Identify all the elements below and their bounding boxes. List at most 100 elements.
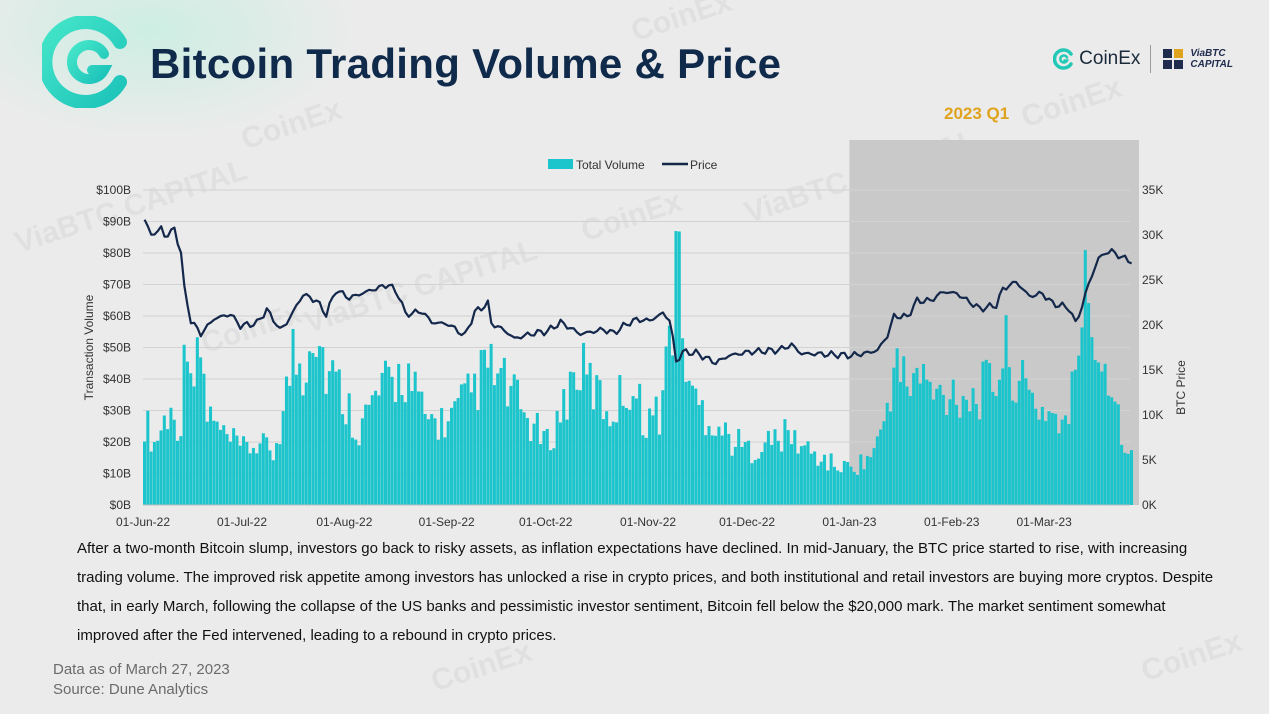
- volume-bar: [971, 388, 975, 505]
- brand-logos: CoinEx ViaBTC CAPITAL: [1053, 44, 1233, 74]
- volume-bar: [1047, 411, 1051, 505]
- volume-bar: [717, 426, 721, 505]
- volume-bar: [185, 361, 189, 505]
- y-left-tick-label: $100B: [96, 183, 131, 197]
- volume-bar: [1011, 400, 1015, 505]
- volume-bar: [209, 406, 213, 505]
- volume-bar: [380, 372, 384, 505]
- x-tick-label: 01-Oct-22: [519, 515, 573, 529]
- volume-bar: [862, 469, 866, 505]
- volume-bar: [258, 443, 262, 505]
- volume-bar: [819, 461, 823, 505]
- y-right-tick-label: 25K: [1142, 273, 1163, 287]
- volume-bar: [743, 442, 747, 505]
- volume-bar: [232, 428, 236, 505]
- volume-bar: [271, 460, 275, 505]
- y-left-tick-label: $30B: [103, 404, 131, 418]
- viabtc-line1: ViaBTC: [1190, 48, 1226, 59]
- volume-bar: [756, 458, 761, 505]
- volume-bar: [288, 385, 292, 505]
- volume-bar: [951, 379, 955, 505]
- volume-bar: [582, 342, 586, 505]
- volume-bar: [671, 355, 675, 505]
- volume-bar: [205, 421, 209, 505]
- volume-bar: [572, 372, 576, 505]
- volume-bar: [212, 420, 216, 505]
- volume-bar: [182, 344, 186, 505]
- volume-bar: [1021, 360, 1025, 505]
- volume-bar: [522, 412, 526, 505]
- volume-bar: [539, 444, 543, 505]
- volume-bar: [440, 408, 444, 505]
- volume-bar: [710, 435, 714, 505]
- volume-bar: [770, 444, 774, 505]
- volume-bar: [1120, 444, 1124, 505]
- volume-bar: [251, 447, 255, 505]
- volume-bar: [268, 450, 272, 505]
- volume-bar: [189, 373, 193, 505]
- volume-bar: [615, 422, 619, 505]
- x-tick-label: 01-Dec-22: [719, 515, 775, 529]
- volume-bar: [839, 472, 843, 505]
- y-left-tick-label: $60B: [103, 309, 131, 323]
- volume-bar: [416, 391, 421, 505]
- volume-bar: [284, 376, 288, 505]
- volume-bar: [176, 440, 180, 505]
- volume-bar: [383, 360, 388, 505]
- volume-bar: [265, 437, 269, 505]
- volume-bar: [578, 390, 582, 505]
- volume-bar: [1027, 389, 1031, 505]
- volume-bar: [463, 383, 467, 505]
- volume-bar: [931, 399, 935, 505]
- volume-bar: [502, 357, 506, 505]
- volume-bar: [242, 436, 246, 505]
- coinex-logo-icon: [42, 16, 127, 108]
- volume-bar: [506, 406, 510, 505]
- footnote: Data as of March 27, 2023 Source: Dune A…: [53, 660, 230, 700]
- volume-bar: [938, 384, 942, 505]
- volume-bar: [364, 404, 368, 505]
- volume-bar: [387, 366, 391, 505]
- volume-bar: [902, 356, 906, 505]
- volume-bar: [476, 410, 480, 505]
- volume-bar: [423, 413, 427, 505]
- volume-bar: [1073, 369, 1077, 505]
- volume-bar: [697, 404, 701, 505]
- volume-bar: [687, 380, 691, 505]
- volume-bar: [618, 375, 622, 505]
- volume-bar: [278, 444, 282, 505]
- volume-bar: [341, 414, 345, 505]
- volume-bar: [1077, 355, 1081, 505]
- volume-bar: [978, 419, 982, 505]
- volume-bar: [994, 396, 998, 505]
- volume-bar: [1087, 303, 1091, 505]
- volume-bar: [865, 455, 869, 505]
- volume-bar: [879, 429, 883, 505]
- volume-bar: [483, 349, 487, 505]
- y-right-tick-label: 35K: [1142, 183, 1163, 197]
- volume-bar: [991, 391, 995, 505]
- volume-bar: [192, 386, 196, 505]
- volume-bar: [545, 428, 549, 505]
- volume-bar: [555, 410, 559, 505]
- volume-bar: [789, 444, 794, 505]
- x-tick-label: 01-Jul-22: [217, 515, 267, 529]
- viabtc-brand: ViaBTC CAPITAL: [1161, 47, 1233, 71]
- volume-bar: [195, 337, 199, 505]
- volume-bar: [337, 369, 341, 505]
- volume-bar: [796, 453, 800, 505]
- volume-bar: [235, 435, 239, 505]
- volume-bar: [215, 421, 219, 505]
- source-note: Source: Dune Analytics: [53, 681, 209, 698]
- volume-bar: [519, 409, 523, 505]
- volume-bar: [357, 445, 361, 505]
- volume-bar: [410, 391, 414, 505]
- volume-bar: [159, 430, 163, 505]
- volume-bar: [988, 363, 992, 505]
- volume-bar: [631, 396, 635, 505]
- volume-bar: [591, 409, 595, 505]
- volume-bar: [727, 433, 731, 505]
- y-left-tick-label: $0B: [110, 498, 131, 512]
- volume-bar: [747, 440, 751, 505]
- y-right-tick-label: 15K: [1142, 363, 1163, 377]
